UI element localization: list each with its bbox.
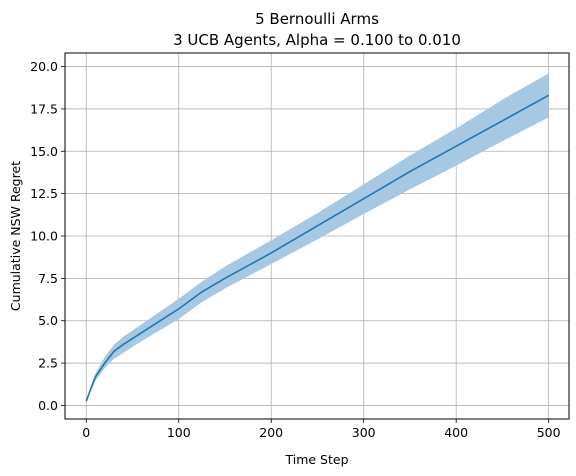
x-tick-label: 0 <box>82 425 90 440</box>
y-tick-label: 2.5 <box>38 356 58 371</box>
x-tick-label: 400 <box>444 425 468 440</box>
x-tick-label: 500 <box>537 425 561 440</box>
y-tick-label: 0.0 <box>38 398 58 413</box>
y-tick-label: 7.5 <box>38 271 58 286</box>
confidence-band <box>86 73 549 403</box>
chart-title: 5 Bernoulli Arms <box>255 10 379 28</box>
x-tick-label: 100 <box>167 425 191 440</box>
y-tick-label: 10.0 <box>30 229 58 244</box>
chart-subtitle: 3 UCB Agents, Alpha = 0.100 to 0.010 <box>173 31 461 49</box>
x-tick-label: 200 <box>259 425 283 440</box>
y-tick-label: 20.0 <box>30 59 58 74</box>
x-axis-label: Time Step <box>284 452 348 467</box>
y-axis-label: Cumulative NSW Regret <box>8 161 23 311</box>
x-tick-label: 300 <box>352 425 376 440</box>
mean-regret-line <box>85 94 550 402</box>
y-tick-label: 12.5 <box>30 186 58 201</box>
y-tick-label: 17.5 <box>30 101 58 116</box>
x-axis: 0 100 200 300 400 500 <box>82 419 561 440</box>
y-axis: 0.0 2.5 5.0 7.5 10.0 12.5 15.0 17.5 20.0 <box>30 59 65 413</box>
y-tick-label: 5.0 <box>38 313 58 328</box>
y-tick-label: 15.0 <box>30 144 58 159</box>
